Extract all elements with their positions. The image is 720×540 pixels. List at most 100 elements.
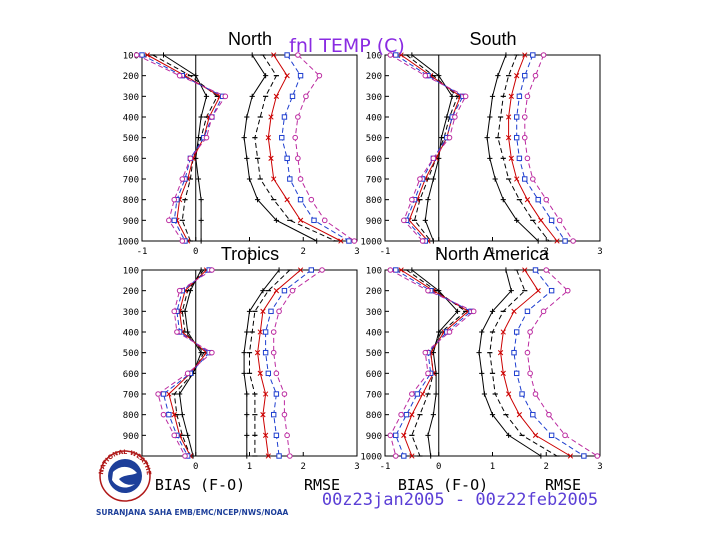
panel1-day3-rmse-point (538, 217, 544, 223)
rmse-label-left: RMSE (304, 476, 340, 494)
panel0-day3-rmse-point (268, 155, 274, 161)
panel3-day3-bias-point (401, 432, 407, 438)
panel3-day1-bias-point (454, 308, 461, 314)
panel2-day4-rmse-point (273, 391, 280, 397)
panel-title-south: South (469, 29, 516, 49)
panel0-day5-bias-point (171, 196, 178, 203)
panel2-ytick-label: 400 (123, 329, 139, 339)
panel3-day1-rmse-point (476, 350, 482, 356)
panel2-xtick-label: 2 (301, 462, 306, 472)
panel2-day4-rmse-point (262, 329, 269, 335)
panel2-day5-bias-point (184, 370, 191, 377)
panel1-day3-bias-point (398, 52, 404, 58)
panel3-day1-bias-point (425, 432, 431, 438)
panel2-day5-rmse-point (284, 432, 290, 439)
panel0-day3-rmse-point (271, 52, 277, 58)
panel3-xtick-label: 1 (490, 462, 495, 472)
panel0-ytick-label: 700 (123, 176, 139, 186)
panel3-day4-rmse-point (530, 411, 536, 418)
panel1-day4-rmse-point (516, 93, 523, 100)
panel3-ytick-label: 700 (366, 391, 382, 401)
panel0-ytick-label: 800 (123, 196, 139, 206)
panel2-day1-rmse-point (246, 308, 253, 314)
panel3-day3-rmse-line (500, 269, 571, 457)
panel1-day1-rmse-point (484, 135, 490, 141)
panel3-xtick-label: 0 (436, 462, 441, 472)
panel0-ytick-label: 100 (123, 52, 139, 62)
panel1-day1-bias-point (430, 176, 436, 182)
panel0-ytick-label: 200 (123, 72, 139, 82)
panel1-xtick-label: -1 (380, 247, 391, 257)
panel3-day5-rmse-point (564, 287, 571, 294)
panel0-day5-bias-point (179, 238, 186, 244)
panel1-day1-rmse-point (535, 238, 541, 244)
panel1-day3-rmse-point (522, 52, 528, 58)
panel3-day5-bias-point (425, 370, 431, 377)
panel2-day4-rmse-point (276, 453, 282, 459)
panel3-day5-rmse-point (532, 391, 539, 397)
panel2-day4-bias-point (166, 411, 172, 418)
panel2-day3-rmse-point (273, 288, 280, 294)
nws-logo: NATIONAL WEATHER SERVICE (98, 449, 152, 502)
panel3-day5-rmse-point (594, 453, 601, 459)
panel2-day3-bias-line (168, 269, 208, 457)
panel0-day5-bias-line (136, 54, 227, 242)
panel3-ytick-label: 400 (366, 329, 382, 339)
panel0-day3-rmse-line (267, 54, 342, 242)
panel0-ytick-label: 400 (123, 114, 139, 124)
bias-label-left: BIAS (F-O) (155, 476, 245, 494)
panel3-day5-bias-point (446, 329, 453, 335)
panel-title-tropics: Tropics (221, 244, 279, 264)
panel0-day5-bias-point (187, 155, 194, 162)
panel1-day3-rmse-line (508, 54, 558, 242)
panel3-day5-rmse-point (527, 370, 533, 377)
panel0-day5-rmse-line (294, 54, 355, 242)
panel2-day4-rmse-point (308, 267, 315, 273)
panel0-day4-rmse-point (281, 114, 288, 120)
panel2-day5-bias-point (155, 391, 161, 397)
panel2-day3-rmse-point (254, 350, 261, 356)
panel0-day5-bias-point (179, 176, 186, 182)
panel1-day3-rmse-point (554, 238, 560, 244)
panel2-day4-rmse-point (273, 432, 280, 439)
credit-line: SURANJANA SAHA EMB/EMC/NCEP/NWS/NOAA (96, 508, 288, 517)
panel1-day1-rmse-point (503, 52, 509, 58)
panel1-day4-bias-line (395, 54, 464, 242)
panel2-day3-rmse-point (257, 370, 263, 376)
panel0-day1-rmse-point (249, 93, 255, 99)
panel2-day5-bias-point (209, 267, 215, 273)
panel0-day1-rmse-point (273, 217, 279, 223)
panel1-day5-bias-point (446, 134, 453, 141)
panel1-day3-rmse-point (505, 135, 512, 141)
panel1-day5-bias-point (462, 93, 469, 100)
panel1-day5-bias-point (417, 176, 423, 182)
panel0-day3-rmse-point (284, 197, 290, 203)
panel3-day4-bias-point (414, 391, 420, 397)
panel0-day4-rmse-point (289, 93, 296, 100)
panel1-day5-bias-point (452, 114, 458, 120)
panel0-day4-bias-point (139, 52, 145, 58)
panel0-day4-rmse-point (297, 196, 304, 203)
panel1-day5-rmse-point (556, 217, 563, 224)
panel3-day5-bias-point (398, 411, 404, 418)
panel3-xtick-label: -1 (380, 462, 391, 472)
panel0-day5-bias-point (209, 114, 215, 120)
panel1-day5-rmse-point (521, 114, 528, 120)
panel1-day4-rmse-point (562, 238, 568, 244)
panel2-day1-rmse-point (244, 453, 250, 459)
panel0-xtick-label: 2 (301, 247, 306, 257)
panel1-ytick-label: 900 (366, 217, 382, 227)
panel3-day5-bias-point (387, 432, 394, 439)
panel2-day3-rmse-line (257, 269, 301, 457)
panel1-day2-rmse-line (497, 54, 550, 242)
panel0-day5-rmse-point (303, 93, 309, 100)
panel2-day4-rmse-point (268, 308, 274, 315)
panel3-day4-rmse-point (513, 370, 520, 377)
panel1-day1-rmse-point (492, 176, 498, 182)
panel2-day4-rmse-point (281, 287, 288, 294)
panel1-ytick-label: 300 (366, 93, 382, 103)
panel2-day1-rmse-point (276, 267, 282, 273)
panel1-ytick-label: 1000 (360, 238, 382, 248)
panel0-day5-rmse-point (295, 52, 301, 58)
panel2-ytick-label: 500 (123, 349, 139, 359)
